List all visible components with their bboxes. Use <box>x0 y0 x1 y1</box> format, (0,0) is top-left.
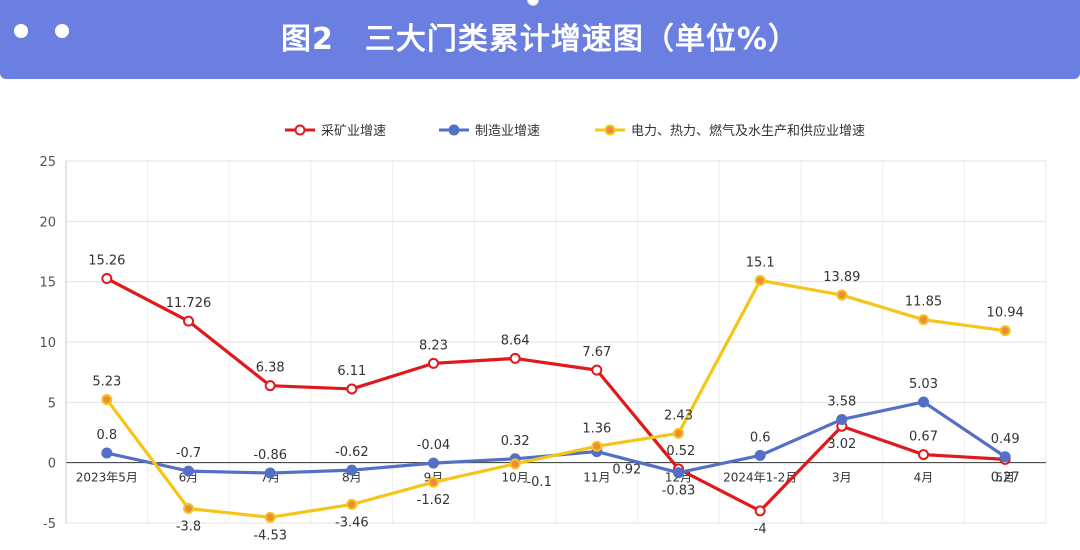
chart-title: 图2 三大门类累计增速图（单位%） <box>281 22 799 57</box>
y-tick-label: -5 <box>43 517 56 532</box>
data-point <box>183 465 194 477</box>
data-label: 8.23 <box>419 338 448 353</box>
series-line <box>106 277 1006 513</box>
data-point <box>428 476 439 488</box>
data-label: 5.03 <box>909 377 938 392</box>
data-label: 3.58 <box>827 394 856 409</box>
x-tick-label: 5月 <box>995 471 1015 485</box>
data-label: 5.23 <box>92 375 121 390</box>
data-label: 0.27 <box>991 470 1020 485</box>
x-tick-label: 8月 <box>342 471 362 485</box>
data-point <box>754 505 766 517</box>
legend-marker <box>294 124 306 136</box>
decor-dot-icon <box>14 24 28 38</box>
y-tick-label: 25 <box>39 155 56 170</box>
data-label: -3.8 <box>176 520 201 535</box>
x-tick-label: 3月 <box>832 471 852 485</box>
decor-dot-icon <box>55 24 69 38</box>
y-tick-label: 0 <box>48 457 56 472</box>
series-line <box>105 278 1006 519</box>
data-point <box>591 440 603 452</box>
data-label: -0.86 <box>253 448 287 463</box>
data-point <box>183 503 194 515</box>
data-label: 13.89 <box>823 270 860 285</box>
data-point <box>999 325 1011 337</box>
data-label: -0.1 <box>526 475 551 490</box>
legend-marker <box>604 124 616 136</box>
data-point <box>999 451 1011 463</box>
data-point <box>428 357 439 369</box>
chart-area: -505101520252023年5月6月7月8月9月10月11月12月2024… <box>0 105 1080 550</box>
data-label: -1.62 <box>417 493 451 508</box>
data-label: -0.04 <box>417 438 451 453</box>
data-point <box>918 396 929 408</box>
data-label: -0.7 <box>176 446 201 461</box>
data-label: 6.11 <box>337 364 366 379</box>
data-point <box>264 511 276 523</box>
x-tick-label: 6月 <box>179 471 199 485</box>
data-point <box>101 394 113 406</box>
data-point <box>346 383 358 395</box>
data-label: 3.02 <box>827 437 856 452</box>
y-tick-label: 10 <box>39 336 56 351</box>
data-label: 0.92 <box>612 463 641 478</box>
data-label: 15.26 <box>88 254 125 269</box>
line-chart: -505101520252023年5月6月7月8月9月10月11月12月2024… <box>39 123 1047 543</box>
x-tick-label: 11月 <box>583 471 610 485</box>
data-label: -4 <box>754 522 767 537</box>
data-point <box>918 314 929 326</box>
y-tick-label: 15 <box>39 276 56 291</box>
data-point <box>346 498 358 510</box>
data-label: 0.8 <box>96 428 117 443</box>
data-label: -0.83 <box>662 484 696 499</box>
legend-label: 采矿业增速 <box>321 124 386 139</box>
x-tick-label: 2023年5月 <box>76 471 138 485</box>
data-label: 0.6 <box>750 430 771 445</box>
data-label: 0.32 <box>501 434 530 449</box>
data-label: 10.94 <box>987 306 1024 321</box>
data-point <box>836 289 848 301</box>
data-label: 7.67 <box>582 345 611 360</box>
x-tick-label: 2024年1-2月 <box>723 471 797 485</box>
title-banner: 图2 三大门类累计增速图（单位%） <box>0 0 1080 79</box>
data-label: 15.1 <box>746 255 775 270</box>
data-point <box>509 458 521 470</box>
data-point <box>101 447 113 459</box>
data-label: -4.53 <box>253 528 287 543</box>
data-point <box>754 274 766 286</box>
data-point <box>428 457 439 469</box>
data-point <box>754 449 766 461</box>
data-label: -0.52 <box>662 444 696 459</box>
data-label: 8.64 <box>501 333 530 348</box>
y-tick-label: 5 <box>48 396 56 411</box>
data-point <box>673 427 684 439</box>
data-point <box>509 352 521 364</box>
y-tick-label: 20 <box>39 215 56 230</box>
data-point <box>836 413 848 425</box>
data-label: 0.67 <box>909 430 938 445</box>
data-point <box>183 315 194 327</box>
legend-label: 制造业增速 <box>475 124 540 139</box>
data-point <box>591 364 603 376</box>
data-label: 6.38 <box>256 361 285 376</box>
x-tick-label: 10月 <box>502 471 529 485</box>
data-point <box>264 467 276 479</box>
x-tick-label: 4月 <box>914 471 934 485</box>
legend-label: 电力、热力、燃气及水生产和供应业增速 <box>631 123 865 139</box>
data-point <box>918 449 929 461</box>
data-point <box>673 467 684 479</box>
data-label: 1.36 <box>582 421 611 436</box>
data-point <box>346 464 358 476</box>
legend-marker <box>448 124 460 136</box>
data-point <box>264 380 276 392</box>
data-label: 2.43 <box>664 408 693 423</box>
data-label: -3.46 <box>335 515 369 530</box>
data-point <box>101 273 113 285</box>
data-label: 11.85 <box>905 295 942 310</box>
data-label: -0.62 <box>335 445 369 460</box>
data-label: 11.726 <box>166 296 212 311</box>
data-label: 0.49 <box>991 432 1020 447</box>
